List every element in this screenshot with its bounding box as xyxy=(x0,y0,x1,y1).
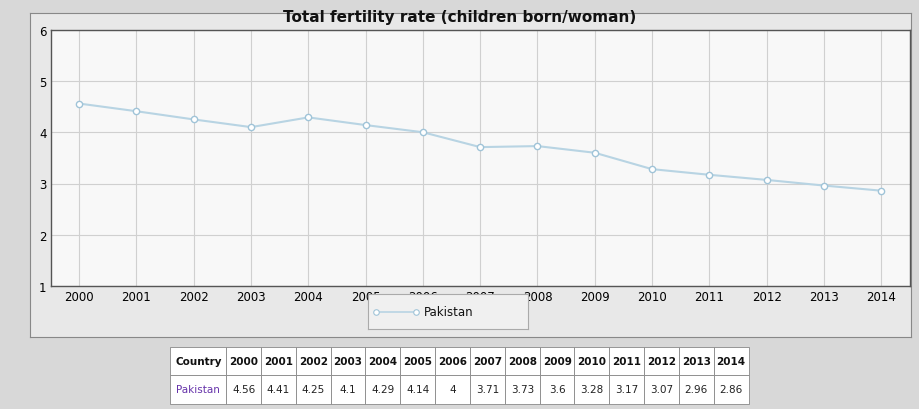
X-axis label: Year: Year xyxy=(465,308,495,321)
Text: Pakistan: Pakistan xyxy=(424,306,473,318)
Text: Total fertility rate (children born/woman): Total fertility rate (children born/woma… xyxy=(283,10,636,25)
